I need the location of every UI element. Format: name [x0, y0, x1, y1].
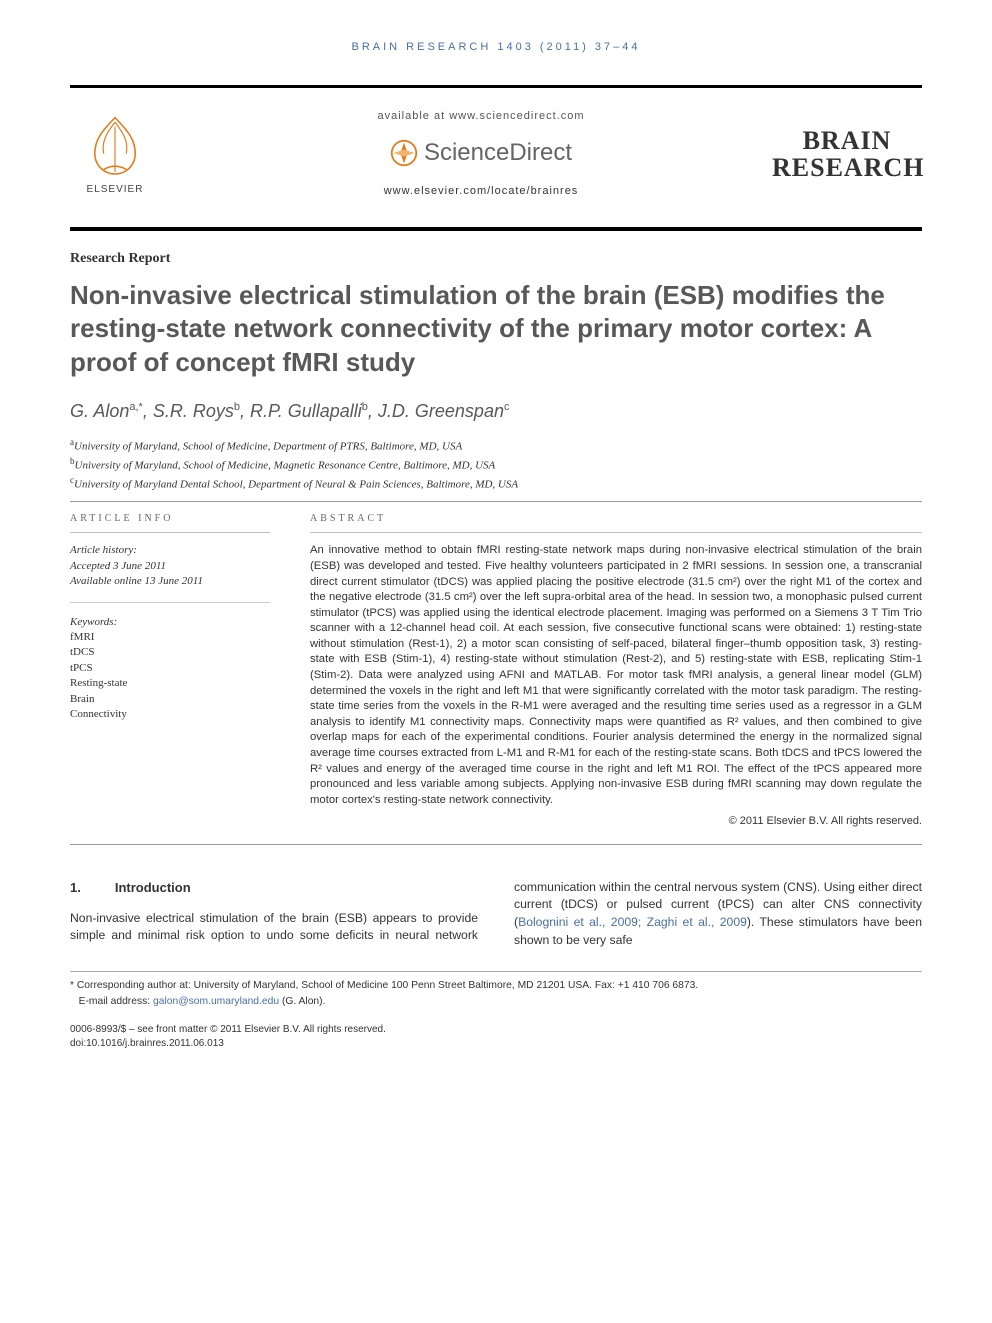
journal-logo: BRAIN RESEARCH: [772, 127, 922, 182]
compass-icon: [390, 139, 418, 167]
author-sup: a,*: [129, 401, 142, 413]
affiliation: bUniversity of Maryland, School of Medic…: [70, 455, 922, 474]
info-abstract-grid: ARTICLE INFO Article history: Accepted 3…: [70, 512, 922, 829]
author-sup: b: [362, 401, 368, 413]
author-sup: c: [504, 401, 510, 413]
keyword: tPCS: [70, 661, 270, 676]
affiliation: aUniversity of Maryland, School of Medic…: [70, 436, 922, 455]
affiliation: cUniversity of Maryland Dental School, D…: [70, 474, 922, 493]
sciencedirect-logo[interactable]: ScienceDirect: [204, 136, 758, 170]
corresponding-author: * Corresponding author at: University of…: [70, 978, 922, 993]
section-heading: 1. Introduction: [70, 879, 478, 898]
sciencedirect-text: ScienceDirect: [424, 136, 572, 170]
publisher-header: ELSEVIER available at www.sciencedirect.…: [70, 98, 922, 211]
keyword: Resting-state: [70, 676, 270, 691]
rule-below-abstract: [70, 844, 922, 845]
citation-link[interactable]: Bolognini et al., 2009; Zaghi et al., 20…: [518, 915, 747, 929]
elsevier-label: ELSEVIER: [87, 183, 144, 197]
front-matter: 0006-8993/$ – see front matter © 2011 El…: [70, 1023, 922, 1051]
issn-line: 0006-8993/$ – see front matter © 2011 El…: [70, 1023, 922, 1037]
accepted-date: Accepted 3 June 2011: [70, 559, 270, 574]
email-link[interactable]: galon@som.umaryland.edu: [153, 996, 279, 1007]
abstract-body: An innovative method to obtain fMRI rest…: [310, 543, 922, 808]
keyword: Connectivity: [70, 707, 270, 722]
keywords-label: Keywords:: [70, 615, 270, 630]
keyword: Brain: [70, 692, 270, 707]
rule-header-bottom: [70, 227, 922, 231]
email-attribution: (G. Alon).: [282, 996, 326, 1007]
journal-logo-line1: BRAIN: [772, 127, 922, 154]
author: R.P. Gullapalli: [250, 401, 362, 421]
abstract-column: ABSTRACT An innovative method to obtain …: [310, 512, 922, 829]
article-info-column: ARTICLE INFO Article history: Accepted 3…: [70, 512, 270, 829]
article-type: Research Report: [70, 249, 922, 269]
keyword: tDCS: [70, 645, 270, 660]
availability-text: available at www.sciencedirect.com: [204, 109, 758, 124]
author: S.R. Roys: [153, 401, 234, 421]
author-list: G. Alona,*, S.R. Roysb, R.P. Gullapallib…: [70, 399, 922, 424]
doi-line: doi:10.1016/j.brainres.2011.06.013: [70, 1037, 922, 1051]
rule-top: [70, 85, 922, 88]
author: J.D. Greenspan: [378, 401, 504, 421]
tree-icon: [79, 111, 151, 183]
keyword: fMRI: [70, 630, 270, 645]
rule-above-abstract: [70, 501, 922, 502]
footnotes: * Corresponding author at: University of…: [70, 971, 922, 1009]
abstract-head: ABSTRACT: [310, 512, 922, 533]
journal-url[interactable]: www.elsevier.com/locate/brainres: [204, 184, 758, 199]
history-label: Article history:: [70, 543, 270, 558]
journal-logo-line2: RESEARCH: [772, 154, 922, 181]
body-columns: 1. Introduction Non-invasive electrical …: [70, 879, 922, 950]
keywords-list: fMRI tDCS tPCS Resting-state Brain Conne…: [70, 630, 270, 722]
section-number: 1.: [70, 879, 81, 898]
author-sup: b: [234, 401, 240, 413]
affiliation-list: aUniversity of Maryland, School of Medic…: [70, 436, 922, 493]
article-title: Non-invasive electrical stimulation of t…: [70, 279, 922, 379]
email-label: E-mail address:: [79, 996, 151, 1007]
author: G. Alon: [70, 401, 129, 421]
article-info-head: ARTICLE INFO: [70, 512, 270, 533]
section-title: Introduction: [115, 879, 191, 898]
elsevier-logo: ELSEVIER: [70, 106, 160, 201]
sciencedirect-block: available at www.sciencedirect.com Scien…: [204, 109, 758, 199]
abstract-copyright: © 2011 Elsevier B.V. All rights reserved…: [310, 814, 922, 829]
online-date: Available online 13 June 2011: [70, 574, 270, 589]
running-head: BRAIN RESEARCH 1403 (2011) 37–44: [70, 40, 922, 55]
email-line: E-mail address: galon@som.umaryland.edu …: [70, 994, 922, 1009]
